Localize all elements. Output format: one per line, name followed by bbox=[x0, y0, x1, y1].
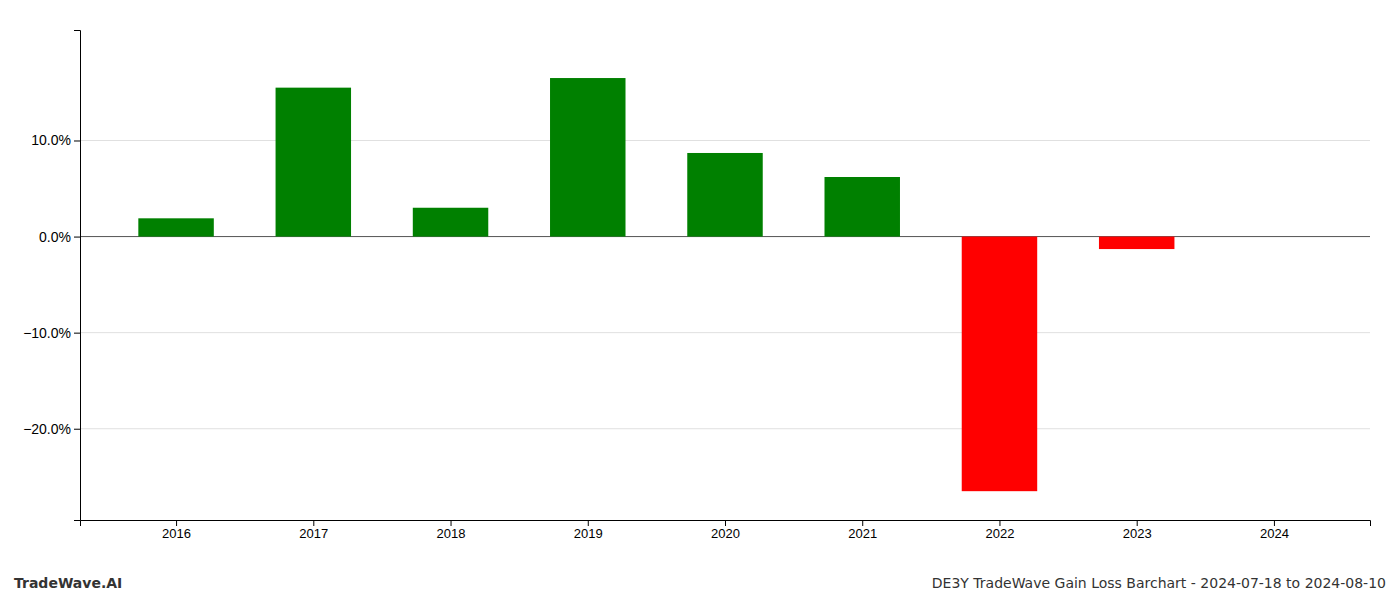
x-tick: 2016 bbox=[162, 520, 191, 541]
x-tick-label: 2024 bbox=[1260, 526, 1289, 541]
x-tick-label: 2019 bbox=[574, 526, 603, 541]
x-tick-label: 2018 bbox=[437, 526, 466, 541]
y-tick-label: −10.0% bbox=[23, 325, 71, 341]
x-tick: 2017 bbox=[299, 520, 328, 541]
x-tick-label: 2017 bbox=[299, 526, 328, 541]
bar bbox=[824, 177, 899, 237]
y-tick: 0.0% bbox=[39, 229, 80, 245]
chart-svg: 2016 2017 2018 2019 2020 2021 2022 2023 2024 −20.… bbox=[0, 0, 1400, 600]
bar bbox=[962, 237, 1037, 492]
annotation: TradeWave.AI bbox=[14, 575, 122, 591]
x-tick-mark bbox=[1137, 520, 1138, 526]
x-tick: 2019 bbox=[574, 520, 603, 541]
chart-container: 2016 2017 2018 2019 2020 2021 2022 2023 2024 −20.… bbox=[0, 0, 1400, 600]
x-tick-label: 2020 bbox=[711, 526, 740, 541]
x-tick: 2022 bbox=[986, 520, 1015, 541]
x-tick: 2020 bbox=[711, 520, 740, 541]
x-tick-mark bbox=[999, 520, 1000, 526]
y-tick-mark bbox=[74, 333, 80, 334]
y-tick: −10.0% bbox=[23, 325, 80, 341]
y-tick: −20.0% bbox=[23, 421, 80, 437]
bars bbox=[138, 78, 1174, 491]
y-axis: −20.0% −10.0% 0.0% 10.0% bbox=[23, 31, 80, 521]
x-tick-label: 2022 bbox=[986, 526, 1015, 541]
x-tick-mark bbox=[862, 520, 863, 526]
bar bbox=[687, 153, 762, 237]
bar bbox=[550, 78, 625, 237]
y-axis-line bbox=[74, 31, 81, 521]
grid-line bbox=[80, 428, 1370, 429]
bar bbox=[276, 88, 351, 237]
grid-line bbox=[80, 140, 1370, 141]
x-axis-line bbox=[81, 521, 1371, 527]
y-tick: 10.0% bbox=[31, 132, 80, 148]
x-tick-mark bbox=[313, 520, 314, 526]
x-tick-mark bbox=[1274, 520, 1275, 526]
x-tick-label: 2016 bbox=[162, 526, 191, 541]
y-tick-label: −20.0% bbox=[23, 421, 71, 437]
x-tick-mark bbox=[451, 520, 452, 526]
x-tick: 2021 bbox=[848, 520, 877, 541]
grid bbox=[80, 140, 1370, 428]
y-tick-mark bbox=[74, 237, 80, 238]
x-axis: 2016 2017 2018 2019 2020 2021 2022 2023 2024 bbox=[81, 520, 1371, 541]
x-tick: 2018 bbox=[437, 520, 466, 541]
x-tick-mark bbox=[588, 520, 589, 526]
y-tick-label: 0.0% bbox=[39, 229, 71, 245]
x-tick: 2024 bbox=[1260, 520, 1289, 541]
x-tick-mark bbox=[176, 520, 177, 526]
title: DE3Y TradeWave Gain Loss Barchart - 2024… bbox=[932, 575, 1386, 591]
y-tick-label: 10.0% bbox=[31, 132, 71, 148]
x-tick-label: 2023 bbox=[1123, 526, 1152, 541]
x-tick-label: 2021 bbox=[848, 526, 877, 541]
bar bbox=[138, 218, 213, 236]
bar bbox=[1099, 237, 1174, 249]
x-tick: 2023 bbox=[1123, 520, 1152, 541]
x-tick-mark bbox=[725, 520, 726, 526]
y-tick-mark bbox=[74, 429, 80, 430]
grid-line bbox=[80, 332, 1370, 333]
bar bbox=[413, 208, 488, 237]
y-tick-mark bbox=[74, 140, 80, 141]
